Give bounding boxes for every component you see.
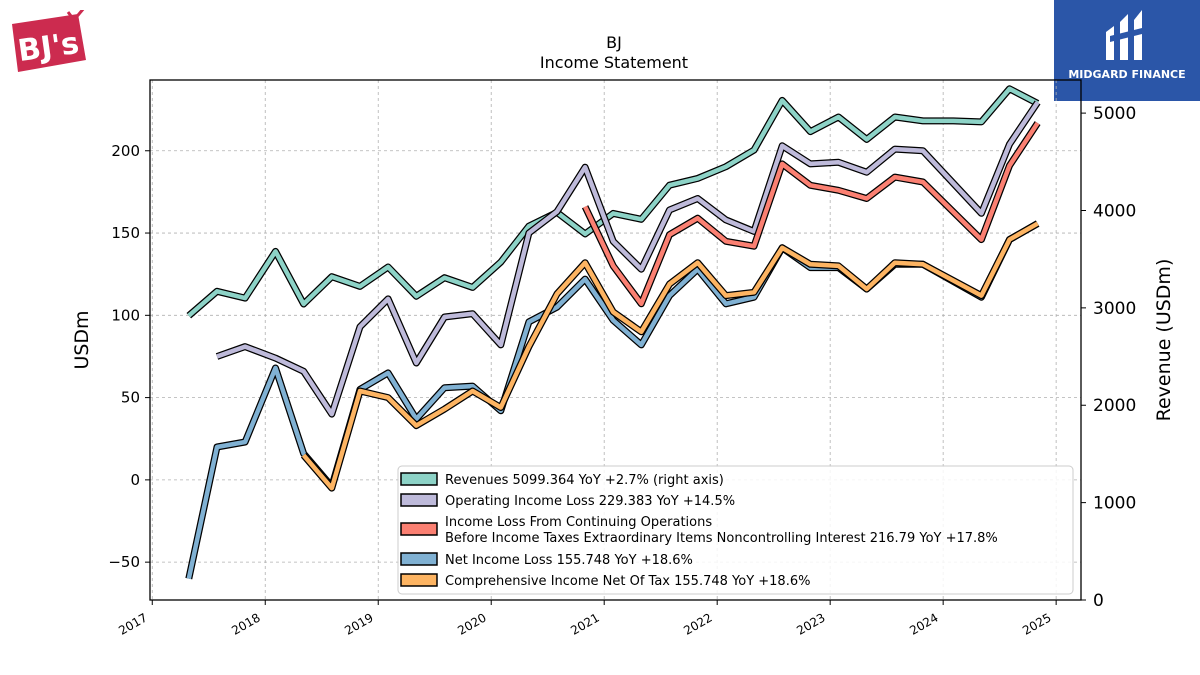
chart-subtitle: Income Statement	[540, 53, 688, 72]
legend-swatch-2	[400, 522, 438, 536]
series-lines	[185, 85, 1041, 580]
x-tick-label: 2022	[681, 610, 714, 637]
y-right-tick-label: 1000	[1093, 494, 1136, 514]
series-outline-0	[186, 85, 1040, 319]
y-tick-label: 200	[111, 142, 140, 160]
y-axis-label: USDm	[71, 310, 93, 369]
y-right-tick-label: 4000	[1093, 201, 1136, 221]
series-line-2	[583, 121, 1040, 307]
midgard-logo-mark	[1106, 10, 1142, 60]
midgard-finance-logo: MIDGARD FINANCE	[1054, 0, 1200, 101]
x-tick-label: 2024	[907, 610, 940, 637]
legend-swatch-1	[400, 493, 438, 507]
y-tick-label: 100	[111, 306, 140, 324]
x-tick-label: 2023	[794, 610, 827, 637]
legend-box	[397, 465, 1074, 595]
plot-frame	[149, 79, 1082, 601]
x-tick-label: 2017	[116, 610, 149, 637]
x-tick-label: 2019	[342, 610, 375, 637]
x-tick-label: 2025	[1020, 610, 1053, 637]
midgard-logo-text: MIDGARD FINANCE	[1068, 68, 1186, 81]
y-right-tick-label: 5000	[1093, 104, 1136, 124]
bjs-logo: BJ's	[8, 7, 88, 74]
legend-label-4: Comprehensive Income Net Of Tax 155.748 …	[445, 574, 810, 589]
legend-swatch-4	[400, 573, 438, 587]
bjs-logo-text: BJ's	[16, 26, 81, 69]
y-tick-label: 0	[130, 471, 140, 489]
y-right-tick-label: 0	[1093, 591, 1104, 611]
y-axis-right-label: Revenue (USDm)	[1153, 259, 1175, 422]
y-tick-label: 150	[111, 224, 140, 242]
legend-label-3: Net Income Loss 155.748 YoY +18.6%	[445, 553, 693, 568]
series-line-4	[301, 221, 1039, 491]
series-line-1	[216, 101, 1040, 417]
legend-label-1: Operating Income Loss 229.383 YoY +14.5%	[445, 494, 735, 509]
legend-label-2-line2: Before Income Taxes Extraordinary Items …	[445, 531, 998, 546]
x-tick-label: 2021	[568, 610, 601, 637]
bjs-logo-mark: BJ's	[12, 7, 86, 72]
chart-title: BJ	[606, 33, 622, 52]
y-tick-label: −50	[108, 553, 140, 571]
legend-label-2: Income Loss From Continuing Operations	[445, 515, 712, 530]
x-tick-label: 2020	[455, 610, 488, 637]
y-right-tick-label: 3000	[1093, 299, 1136, 319]
y-right-tick-label: 2000	[1093, 396, 1136, 416]
y-tick-label: 50	[121, 389, 140, 407]
series-line-0	[187, 86, 1039, 318]
legend-swatch-3	[400, 552, 438, 566]
legend-label-0: Revenues 5099.364 YoY +2.7% (right axis)	[445, 473, 724, 488]
x-tick-label: 2018	[229, 610, 262, 637]
legend: Revenues 5099.364 YoY +2.7% (right axis)…	[397, 465, 1074, 595]
legend-swatch-0	[400, 472, 438, 486]
